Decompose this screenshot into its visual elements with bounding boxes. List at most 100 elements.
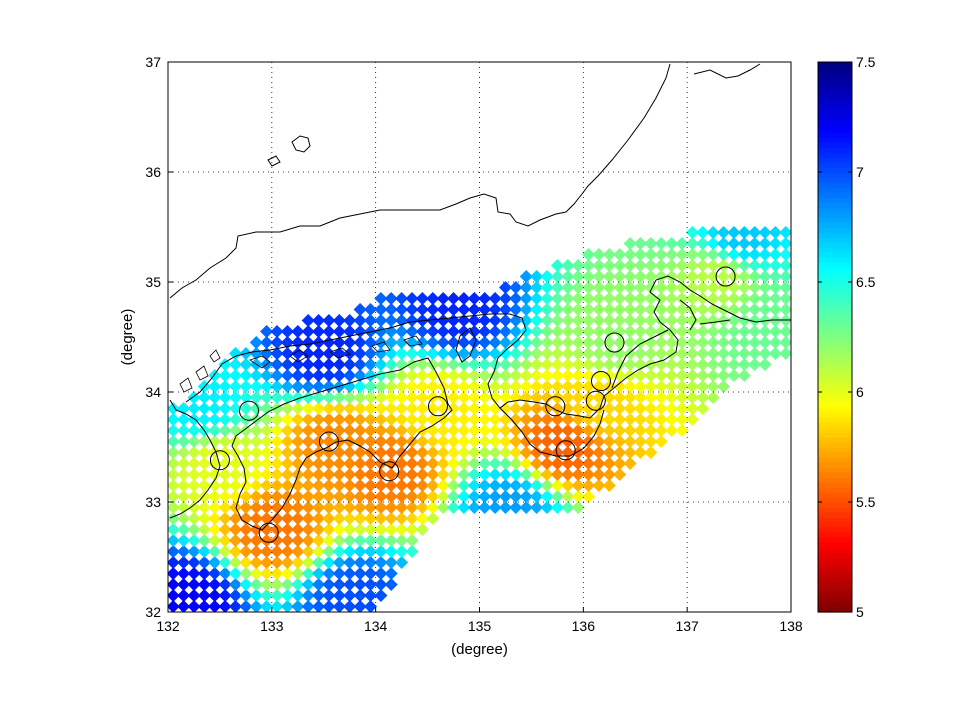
value-cell [363, 412, 378, 427]
value-cell [602, 346, 616, 361]
value-cell [613, 434, 627, 449]
value-cell [665, 423, 679, 438]
value-cell [249, 379, 263, 394]
value-cell [519, 368, 533, 383]
value-cell [343, 566, 357, 581]
value-cell [727, 313, 741, 328]
value-cell [488, 489, 502, 504]
value-cell [623, 357, 637, 372]
value-cell [384, 335, 398, 350]
value-cell [260, 368, 274, 383]
value-cell [353, 588, 367, 603]
value-cell [457, 467, 471, 482]
value-cell [768, 335, 782, 350]
marker-circle [209, 450, 230, 471]
value-cell [218, 478, 232, 493]
value-cell [260, 390, 274, 405]
value-cell [716, 324, 731, 339]
colorbar-band [818, 342, 852, 348]
value-cell [488, 368, 502, 383]
colorbar-band [818, 222, 852, 228]
value-cell [706, 291, 720, 306]
value-cell [446, 357, 461, 372]
value-cell [467, 368, 481, 383]
value-cell [467, 324, 481, 339]
value-cell [177, 599, 191, 612]
value-cell [644, 247, 658, 262]
value-cell [415, 445, 429, 460]
value-cell [291, 357, 305, 372]
value-cell [633, 445, 647, 460]
value-cell [197, 599, 211, 612]
colorbar-band [818, 92, 852, 98]
value-cell [748, 346, 762, 361]
value-cell [530, 357, 544, 372]
value-cell [613, 401, 627, 416]
value-cell [748, 335, 762, 350]
value-cell [592, 324, 606, 339]
value-cell [768, 236, 782, 251]
value-cell [343, 379, 357, 394]
value-cell [685, 335, 699, 350]
value-cell [727, 346, 741, 361]
value-cell [187, 423, 201, 438]
value-cell [478, 313, 492, 328]
value-cell [561, 467, 575, 482]
value-cell [343, 500, 357, 515]
value-cell [675, 247, 689, 262]
value-cell [405, 489, 419, 504]
value-cell [374, 577, 388, 592]
value-cell [446, 489, 461, 504]
value-cell [405, 423, 419, 438]
value-cell [613, 423, 627, 438]
value-cell [384, 379, 398, 394]
value-cell [260, 478, 274, 493]
value-cell [581, 478, 596, 493]
value-cell [374, 445, 388, 460]
value-cell [312, 412, 326, 427]
coastline-shikoku [231, 357, 453, 531]
value-cell [177, 467, 191, 482]
value-cell [249, 401, 263, 416]
value-cell [685, 258, 699, 273]
value-cell [581, 489, 596, 504]
value-cell [530, 478, 544, 493]
value-cell [685, 379, 699, 394]
value-cell [623, 423, 637, 438]
value-cell [675, 258, 689, 273]
value-cell [478, 412, 492, 427]
value-cell [727, 335, 741, 350]
value-cell [436, 335, 450, 350]
value-cell [312, 500, 326, 515]
value-cell [239, 489, 253, 504]
value-cell [779, 291, 791, 306]
colorbar-band [818, 302, 852, 308]
colorbar-band [818, 317, 852, 323]
value-cell [758, 291, 772, 306]
value-cell [270, 390, 284, 405]
value-cell [706, 247, 720, 262]
value-cell [633, 258, 647, 273]
value-cell [415, 489, 429, 504]
value-cell [228, 368, 243, 383]
value-cell [177, 478, 191, 493]
value-cell [498, 434, 513, 449]
value-cell [426, 379, 440, 394]
value-cell [530, 291, 544, 306]
colorbar-tick-label: 7 [856, 164, 864, 180]
value-cell [197, 522, 211, 537]
value-cell [218, 511, 232, 526]
value-cell [363, 302, 378, 317]
value-cell [685, 313, 699, 328]
value-cell [696, 401, 710, 416]
value-cell [654, 379, 668, 394]
colorbar-band [818, 197, 852, 203]
value-cell [613, 456, 627, 471]
value-cell [457, 368, 471, 383]
value-cell [623, 434, 637, 449]
value-cell [571, 467, 585, 482]
value-cell [685, 368, 699, 383]
value-cell [312, 522, 326, 537]
value-cell [405, 313, 419, 328]
value-cell [665, 258, 679, 273]
